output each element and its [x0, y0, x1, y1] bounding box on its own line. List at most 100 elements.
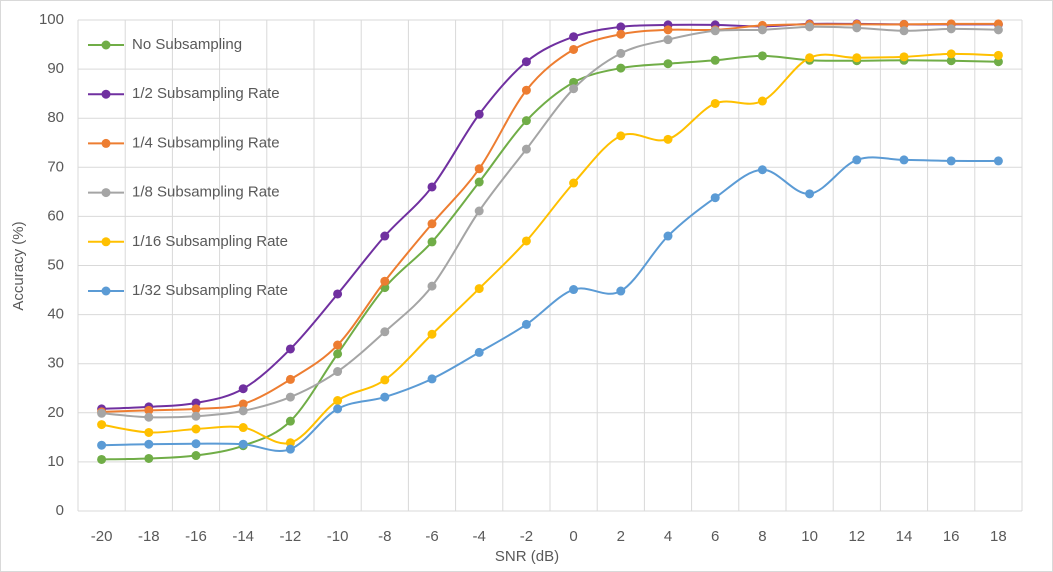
y-tick-label: 40	[47, 306, 64, 323]
data-point	[710, 55, 720, 65]
y-tick-label: 20	[47, 404, 64, 421]
data-point	[238, 439, 248, 449]
data-point	[238, 406, 248, 416]
data-point	[427, 182, 437, 192]
legend-label: 1/8 Subsampling Rate	[132, 184, 280, 201]
x-tick-label: -18	[138, 528, 160, 545]
series-line	[101, 25, 999, 419]
data-point	[521, 116, 531, 126]
x-axis-title: SNR (dB)	[495, 548, 559, 565]
x-tick-label: 18	[990, 528, 1007, 545]
data-point	[238, 399, 248, 409]
data-point	[285, 416, 295, 426]
data-point	[238, 423, 248, 433]
legend-marker	[101, 286, 111, 296]
data-point	[191, 411, 201, 421]
data-point	[852, 23, 862, 33]
data-point	[616, 63, 626, 73]
data-point	[144, 453, 154, 463]
data-point	[474, 109, 484, 119]
legend-marker	[101, 237, 111, 247]
data-point	[616, 29, 626, 39]
data-point	[899, 19, 909, 29]
data-point	[569, 285, 579, 295]
data-point	[144, 439, 154, 449]
x-tick-label: 10	[801, 528, 818, 545]
data-point	[427, 374, 437, 384]
data-point	[663, 25, 673, 35]
legend-label: 1/2 Subsampling Rate	[132, 85, 280, 102]
data-point	[663, 59, 673, 69]
data-point	[946, 56, 956, 66]
data-point	[616, 286, 626, 296]
data-point	[380, 375, 390, 385]
data-point	[899, 52, 909, 62]
data-point	[757, 51, 767, 61]
data-point	[474, 284, 484, 294]
data-point	[191, 451, 201, 461]
data-point	[993, 156, 1003, 166]
data-point	[993, 57, 1003, 67]
y-tick-label: 90	[47, 60, 64, 77]
data-point	[474, 347, 484, 357]
data-point	[427, 329, 437, 339]
data-point	[663, 231, 673, 241]
data-point	[663, 35, 673, 45]
data-point	[993, 50, 1003, 60]
y-tick-label: 70	[47, 158, 64, 175]
legend-marker	[101, 138, 111, 148]
data-point	[427, 237, 437, 247]
data-point	[333, 404, 343, 414]
y-tick-label: 50	[47, 256, 64, 273]
data-point	[380, 392, 390, 402]
data-point	[899, 26, 909, 36]
legend-marker	[101, 89, 111, 99]
data-point	[285, 344, 295, 354]
data-point	[521, 57, 531, 67]
x-tick-label: -6	[425, 528, 438, 545]
data-point	[191, 439, 201, 449]
data-point	[616, 131, 626, 141]
data-point	[757, 96, 767, 106]
x-tick-label: 12	[848, 528, 865, 545]
data-point	[380, 327, 390, 337]
data-point	[285, 392, 295, 402]
data-point	[569, 32, 579, 42]
data-point	[285, 374, 295, 384]
legend-label: 1/32 Subsampling Rate	[132, 282, 288, 299]
x-tick-label: 16	[943, 528, 960, 545]
legend-marker	[101, 188, 111, 198]
data-point	[97, 440, 107, 450]
data-point	[569, 178, 579, 188]
data-point	[616, 48, 626, 58]
x-tick-label: -16	[185, 528, 207, 545]
data-point	[993, 25, 1003, 35]
legend-label: 1/4 Subsampling Rate	[132, 134, 280, 151]
y-tick-label: 80	[47, 109, 64, 126]
data-point	[710, 193, 720, 203]
data-point	[144, 405, 154, 415]
x-tick-label: 0	[569, 528, 577, 545]
data-point	[333, 349, 343, 359]
data-point	[474, 177, 484, 187]
data-point	[238, 384, 248, 394]
data-point	[144, 412, 154, 422]
data-point	[757, 25, 767, 35]
series-line	[101, 52, 999, 445]
y-tick-label: 30	[47, 355, 64, 372]
x-tick-label: -14	[232, 528, 254, 545]
data-point	[144, 427, 154, 437]
x-tick-label: -20	[91, 528, 113, 545]
data-point	[521, 236, 531, 246]
data-point	[757, 165, 767, 175]
x-tick-label: -10	[327, 528, 349, 545]
data-point	[852, 53, 862, 63]
data-point	[852, 155, 862, 165]
data-point	[97, 408, 107, 418]
data-point	[899, 155, 909, 165]
data-point	[805, 53, 815, 63]
data-point	[946, 24, 956, 34]
x-tick-label: -8	[378, 528, 391, 545]
